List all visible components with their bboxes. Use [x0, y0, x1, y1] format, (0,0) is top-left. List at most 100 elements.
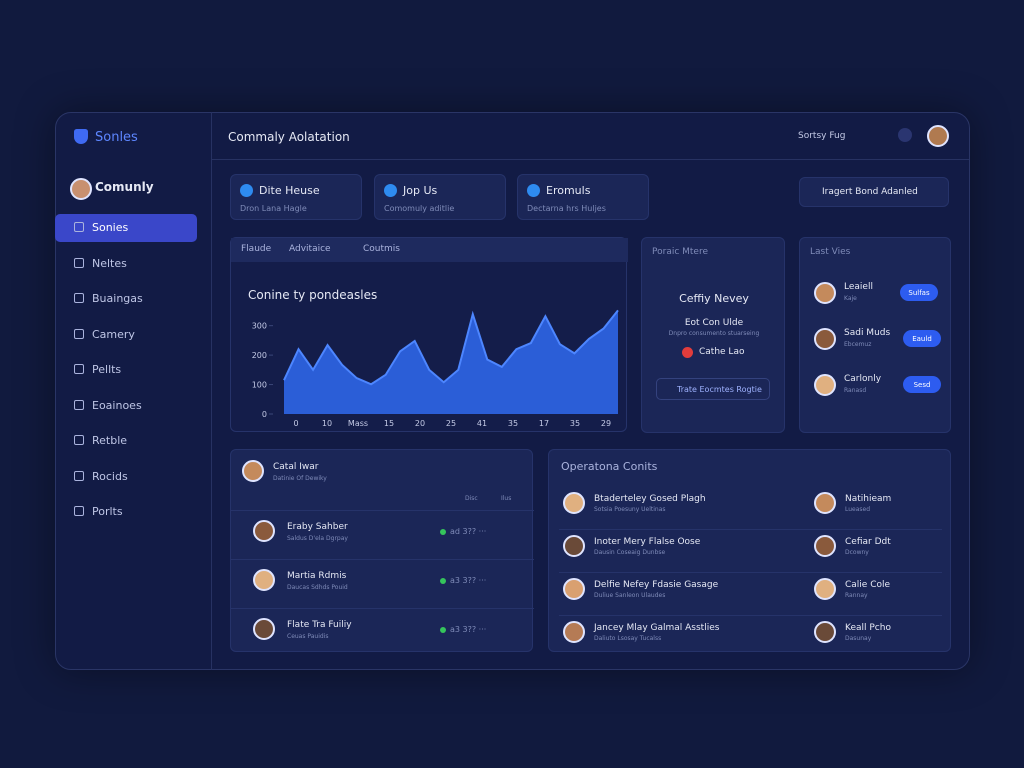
- nav-item[interactable]: Eoainoes: [92, 398, 142, 412]
- ops-left: Inoter Mery Flalse Oose: [594, 537, 701, 547]
- nav-item[interactable]: Pellts: [92, 363, 122, 376]
- nav-icon: [74, 399, 84, 410]
- x-tick-label: 0: [293, 419, 298, 428]
- avatar: [814, 535, 836, 557]
- card-icon: [240, 184, 253, 197]
- promo-badge: Cathe Lao: [699, 347, 745, 357]
- chart: 0 100 200 300 0 10 Mass 15 20 25 41 35 17 35 29: [252, 309, 619, 428]
- x-tick-label: 10: [322, 419, 332, 428]
- avatar: [563, 492, 585, 514]
- card[interactable]: Dite Heuse Dron Lana Hagle: [230, 174, 362, 220]
- nav-item[interactable]: Rocids: [92, 469, 128, 483]
- status-dot: [440, 627, 446, 633]
- view-name: Sadi Muds: [844, 328, 891, 338]
- avatar: [927, 125, 949, 147]
- avatar: [242, 460, 264, 482]
- ops-left-sub: Daliuto Lsosay Tucalss: [594, 635, 662, 642]
- view-button[interactable]: Sesd: [903, 376, 941, 393]
- promo-panel: Poraic Mtere Ceffiy Nevey Eot Con Ulde Dnpr…: [641, 237, 785, 433]
- view-sub: Ebcemuz: [844, 341, 872, 348]
- nav-icon: [74, 222, 84, 232]
- chart-tab[interactable]: Coutmis: [363, 244, 400, 254]
- avatar: [814, 578, 836, 600]
- nav-icon: [74, 328, 84, 339]
- x-tick-label: 25: [446, 419, 456, 428]
- nav-item[interactable]: Porlts: [92, 505, 123, 518]
- x-tick-label: 35: [570, 419, 580, 428]
- card[interactable]: Jop Us Comomuly aditlie: [374, 174, 506, 220]
- promo-header: Poraic Mtere: [652, 247, 709, 257]
- last-views-title: Last Vies: [810, 247, 851, 257]
- brand: Sonles: [95, 130, 138, 145]
- card-title: Eromuls: [546, 184, 591, 197]
- row-sep: [559, 529, 942, 530]
- ops-left-sub: Duliue Sanleon Ulaudes: [594, 592, 666, 599]
- notif: [898, 128, 912, 142]
- view-name: Leaiell: [844, 282, 873, 292]
- chart-tab[interactable]: Flaude: [241, 244, 272, 254]
- avatar: [814, 328, 836, 350]
- nav-item[interactable]: Sonies: [55, 214, 197, 242]
- promo-title: Ceffiy Nevey: [679, 292, 749, 305]
- avatar: [253, 569, 275, 591]
- row-name: Flate Tra Fuiliy: [287, 620, 352, 630]
- ops-left-sub: Dausin Coseaig Dunbse: [594, 549, 666, 556]
- ops-title: Operatona Conits: [561, 460, 658, 473]
- nav-icon: [74, 364, 84, 374]
- ops-left: Btaderteley Gosed Plagh: [594, 494, 706, 504]
- avatar: [563, 621, 585, 643]
- row-sep: [559, 572, 942, 573]
- row-sub: Saldus D'ela Dgrpay: [287, 535, 348, 542]
- select[interactable]: Iragert Bond Adanled: [799, 177, 949, 207]
- ops-right-sub: Lueased: [845, 506, 871, 513]
- last-views: Last Vies Leaiell Kaje Sulfas Sadi Muds Ebcem…: [799, 237, 951, 433]
- x-tick-label: 41: [477, 419, 487, 428]
- status-dot: [440, 529, 446, 535]
- page-title: Commaly Aolatation: [228, 130, 350, 144]
- row-name: Eraby Sahber: [287, 522, 348, 532]
- nav-item[interactable]: Neltes: [92, 256, 127, 270]
- view-button[interactable]: Sulfas: [900, 284, 938, 301]
- x-tick-label: 29: [601, 419, 611, 428]
- promo-line2: Dnpro consumento stuarseing: [668, 330, 760, 337]
- avatar: [814, 621, 836, 643]
- ops-right: Keall Pcho: [845, 623, 891, 633]
- contact-name: Catal Iwar: [273, 462, 319, 472]
- nav-item[interactable]: Retble: [92, 434, 128, 447]
- nav-icon: [74, 470, 84, 481]
- nav-item[interactable]: Buaingas: [92, 292, 143, 305]
- x-tick-label: Mass: [348, 419, 368, 428]
- badge-dot: [682, 347, 693, 358]
- row-status: ad 3?? ···: [450, 527, 487, 536]
- avatar: [253, 520, 275, 542]
- row-sub: Daucas Sdhds Pouid: [287, 584, 348, 591]
- y-tick-label: 300: [252, 322, 267, 331]
- card[interactable]: Eromuls Dectarna hrs Huljes: [517, 174, 649, 220]
- ops-right: Cefiar Ddt: [845, 537, 891, 547]
- row-sep: [559, 615, 942, 616]
- view-sub: Kaje: [844, 295, 857, 302]
- user-menu[interactable]: Sortsy Fug: [798, 131, 846, 141]
- card-title: Jop Us: [403, 184, 438, 197]
- view-sub: Ranasd: [844, 387, 867, 394]
- promo-button[interactable]: Trate Eocmtes Rogtie: [656, 378, 770, 400]
- avatar: [814, 492, 836, 514]
- line: [283, 309, 619, 386]
- avatar: [814, 374, 836, 396]
- nav-icon: [74, 293, 84, 303]
- status-dot: [440, 578, 446, 584]
- card-title: Dite Heuse: [259, 184, 320, 197]
- x-tick-label: 17: [539, 419, 549, 428]
- tab-bar: [231, 238, 628, 262]
- ops-right: Natihieam: [845, 494, 892, 504]
- ops-left: Jancey Mlay Galmal Asstlies: [594, 623, 720, 633]
- column-label: Ilus: [501, 495, 512, 502]
- row-sep: [231, 559, 534, 560]
- y-tick-label: 200: [252, 351, 267, 360]
- nav-item[interactable]: Camery: [92, 327, 135, 341]
- column-label: Disc: [465, 495, 478, 502]
- chart-tab[interactable]: Advitaice: [289, 244, 331, 254]
- view-button[interactable]: Eauld: [903, 330, 941, 347]
- card-sub: Dron Lana Hagle: [240, 204, 307, 213]
